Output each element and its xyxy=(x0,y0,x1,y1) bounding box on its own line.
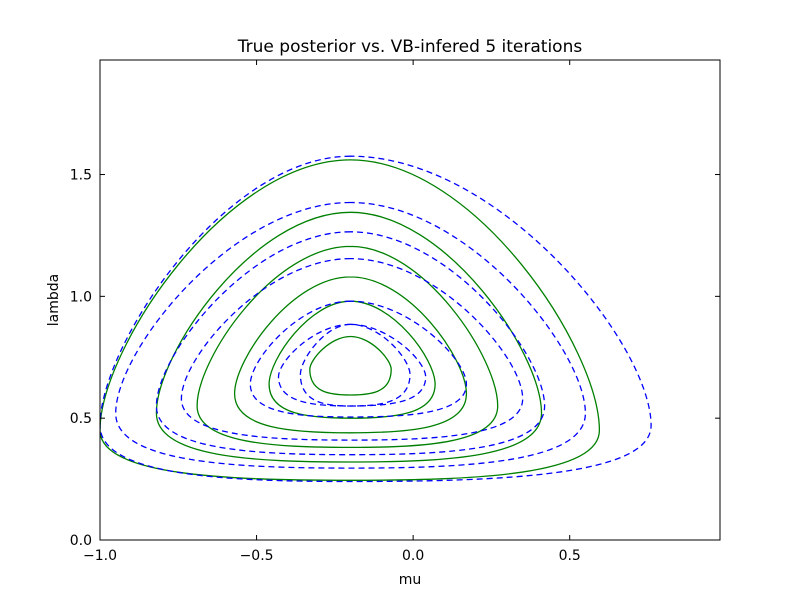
y-tick-label: 0.0 xyxy=(70,533,92,549)
x-tick-label: 0.0 xyxy=(402,548,424,564)
y-axis-label: lambda xyxy=(46,274,62,326)
y-axis: 0.0 0.5 1.0 1.5 xyxy=(70,168,720,549)
true-posterior-contour-line xyxy=(196,245,499,449)
x-tick-label: −1.0 xyxy=(83,548,117,564)
x-axis-label: mu xyxy=(399,572,422,588)
vb-contour-line xyxy=(155,231,546,456)
true-posterior-contour-line xyxy=(100,159,601,481)
true-posterior-contour-line xyxy=(233,276,468,434)
y-tick-label: 1.5 xyxy=(70,168,92,184)
chart-title: True posterior vs. VB-infered 5 iteratio… xyxy=(237,37,583,57)
y-tick-label: 0.5 xyxy=(70,411,92,427)
vb-contour-line xyxy=(115,201,587,469)
vb-contour-line xyxy=(249,300,468,418)
vb-contour-line xyxy=(299,323,411,407)
vb-contour-line xyxy=(180,257,524,441)
true-posterior-contour-line xyxy=(268,300,436,419)
true-posterior-contour-line xyxy=(309,335,392,396)
true-posterior-contour-line xyxy=(155,211,543,463)
vb-contour-line xyxy=(100,155,652,483)
x-axis: −1.0 −0.5 0.0 0.5 xyxy=(83,60,581,564)
x-tick-label: 0.5 xyxy=(559,548,581,564)
y-tick-label: 1.0 xyxy=(70,289,92,305)
plot-frame xyxy=(99,59,721,541)
x-tick-label: −0.5 xyxy=(240,548,274,564)
contour-layer xyxy=(100,155,652,483)
